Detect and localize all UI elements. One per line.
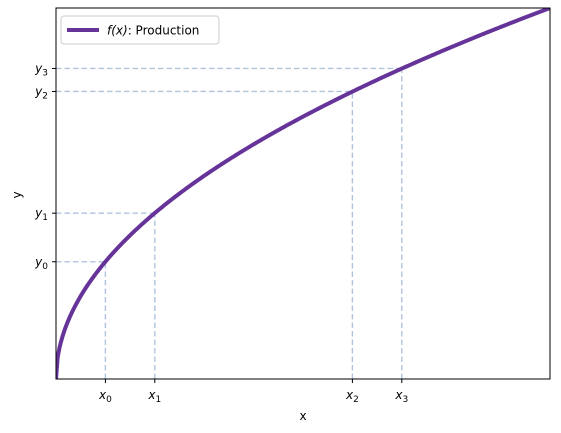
x-tick-label-3: x3 [394,388,408,405]
legend: f(x): Production [60,15,220,45]
y-tick-label-2: y2 [34,84,48,101]
y-tick-label-3: y3 [34,61,48,78]
x-tick-label-2: x2 [345,388,359,405]
x-axis-label: x [299,409,306,423]
y-tick-label-0: y0 [34,255,48,272]
legend-box [60,15,220,45]
plot-area [56,8,550,379]
series-production-line [56,8,550,379]
y-tick-label-1: y1 [34,206,48,223]
y-axis-label: y [10,191,24,198]
x-tick-label-1: x1 [147,388,161,405]
axes: x0 y0 x1 y1 x2 y2 x3 y3 [34,7,551,405]
legend-math: f(x) [107,24,128,38]
plot-frame [55,7,551,380]
legend-label: : Production [128,24,200,38]
x-tick-label-0: x0 [98,388,112,405]
legend-entry-production: f(x): Production [107,24,199,38]
